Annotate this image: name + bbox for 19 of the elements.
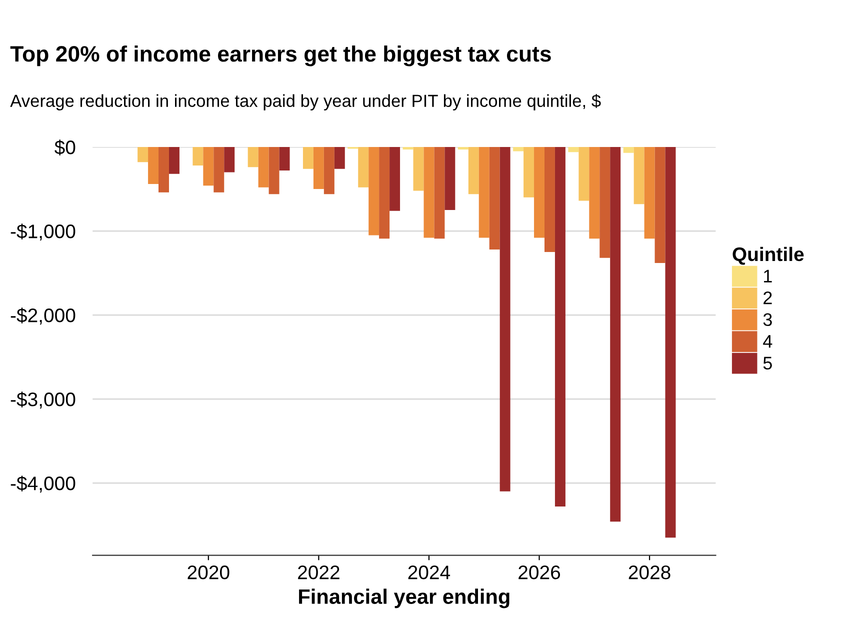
x-axis-title: Financial year ending: [299, 588, 510, 608]
y-tick-label: -$4,000: [10, 476, 76, 493]
y-tick-label: -$2,000: [10, 308, 76, 325]
x-tick-label: 2020: [188, 566, 230, 580]
x-tick-label: 2026: [518, 566, 560, 580]
x-tick-label: 2022: [298, 566, 340, 580]
chart-subtitle: Average reduction in income tax paid by year under PIT by income quintile, $: [10, 94, 601, 110]
legend-label: 1: [764, 270, 772, 282]
legend-label: 4: [763, 335, 772, 348]
legend-title: Quintile: [732, 246, 804, 265]
x-tick-label: 2028: [628, 566, 670, 580]
y-tick-label: -$1,000: [10, 224, 76, 241]
x-tick-label: 2024: [408, 566, 450, 580]
y-tick-label: $0: [54, 140, 76, 156]
legend-label: 3: [763, 313, 772, 326]
chart-title: Top 20% of income earners get the biggest tax cuts: [10, 45, 551, 66]
y-tick-label: -$3,000: [10, 392, 76, 409]
legend-label: 2: [764, 291, 772, 304]
legend-label: 5: [763, 356, 772, 370]
